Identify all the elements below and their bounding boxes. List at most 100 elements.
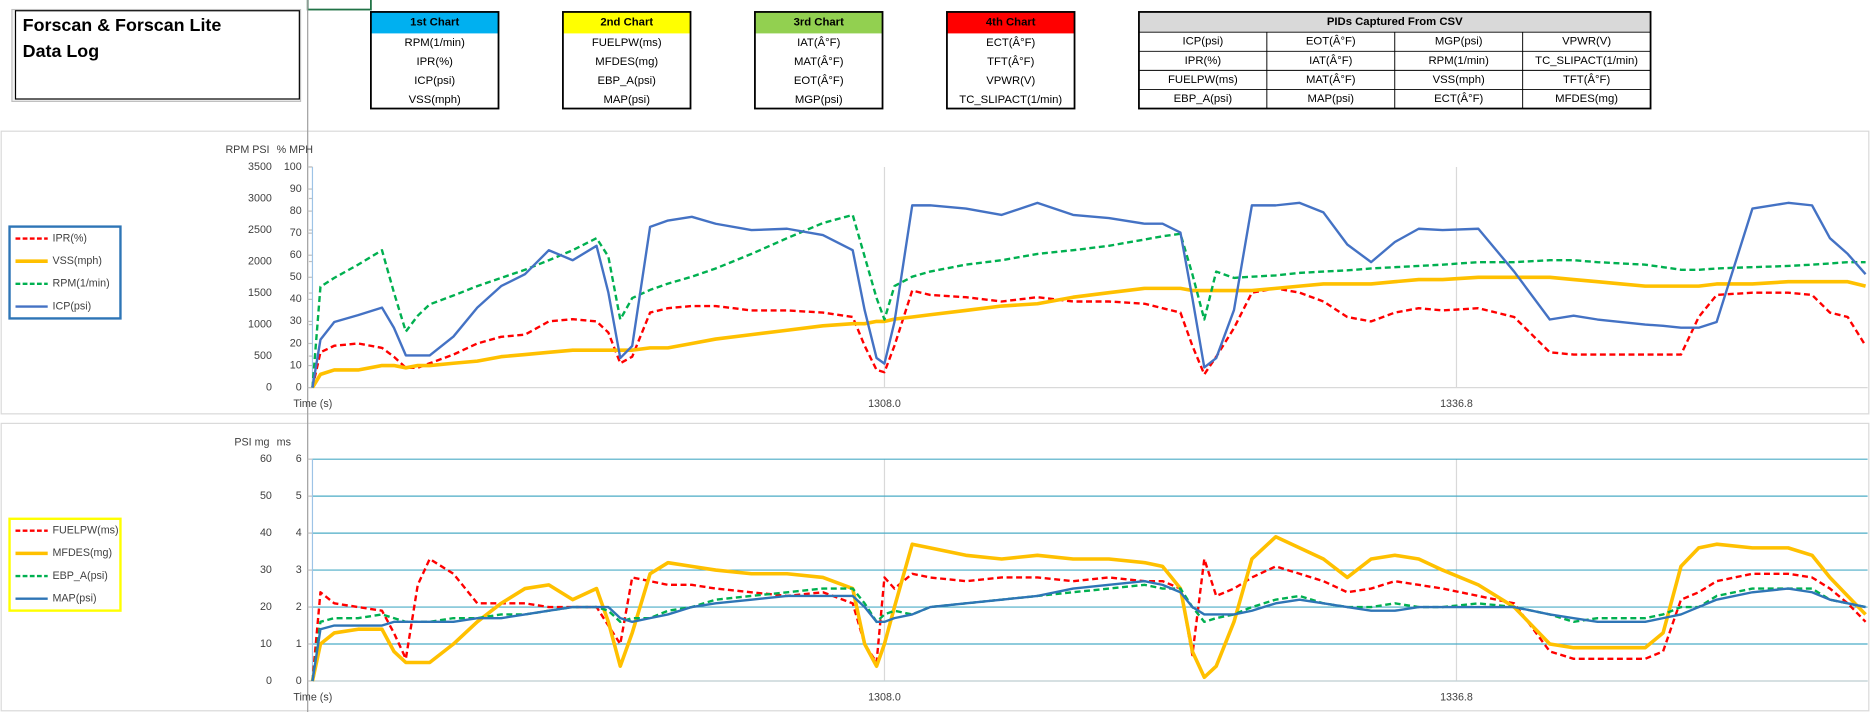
legend-label: RPM(1/min) xyxy=(52,278,109,290)
y2-tick-label: 3 xyxy=(296,564,302,576)
pid-cell: VSS(mph) xyxy=(1433,74,1485,86)
chart-area xyxy=(0,130,1870,415)
x-axis-title: Time (s) xyxy=(293,398,332,410)
box-item: RPM(1/min) xyxy=(405,37,466,49)
legend-label: FUELPW(ms) xyxy=(52,525,118,537)
y-tick-label: 60 xyxy=(260,453,272,465)
y2-axis-title: % MPH xyxy=(277,144,313,156)
legend-label: VSS(mph) xyxy=(52,255,101,267)
y-tick-label: 2500 xyxy=(248,224,272,236)
y2-tick-label: 90 xyxy=(290,183,302,195)
pid-cell: EOT(Â°F) xyxy=(1306,35,1356,48)
y2-tick-label: 5 xyxy=(296,490,302,502)
pid-header xyxy=(1138,11,1651,33)
box-item: EBP_A(psi) xyxy=(597,75,656,87)
box-border xyxy=(754,11,884,110)
y2-axis-title: ms xyxy=(277,436,291,448)
x-axis-title: Time (s) xyxy=(293,692,332,704)
pid-cell: MFDES(mg) xyxy=(1555,93,1618,105)
y2-tick-label: 80 xyxy=(290,205,302,217)
legend-label: ICP(psi) xyxy=(52,300,91,312)
pid-cell: TFT(Â°F) xyxy=(1563,73,1610,86)
y-axis-title: PSI mg xyxy=(234,436,269,448)
header-tables: 1st Chart RPM(1/min) IPR(%) ICP(psi) VSS(mph… xyxy=(370,11,1652,110)
legend-box xyxy=(8,517,122,612)
y-tick-label: 2000 xyxy=(248,255,272,267)
y-tick-label: 1000 xyxy=(248,318,272,330)
box-item: TC_SLIPACT(1/min) xyxy=(959,94,1062,106)
box-border xyxy=(946,11,1076,110)
y2-tick-label: 70 xyxy=(290,227,302,239)
pid-cell: IAT(Â°F) xyxy=(1309,54,1353,67)
pid-cell: ECT(Â°F) xyxy=(1434,92,1483,105)
box-item: MFDES(mg) xyxy=(595,56,658,68)
x-tick-label: 1336.8 xyxy=(1440,398,1473,410)
box-border xyxy=(562,11,692,110)
series-line xyxy=(311,557,1867,682)
y-tick-label: 0 xyxy=(266,675,272,687)
x-tick-label: 1336.8 xyxy=(1440,692,1473,704)
box-title: 4th Chart xyxy=(986,17,1036,29)
y-tick-label: 20 xyxy=(260,601,272,613)
box-item: ECT(Â°F) xyxy=(986,36,1035,49)
pid-cell: MGP(psi) xyxy=(1435,36,1483,48)
title-line: Data Log xyxy=(23,41,99,61)
series-line xyxy=(311,201,1867,388)
box-header xyxy=(754,11,883,34)
box-title: 2nd Chart xyxy=(600,17,653,29)
y-tick-label: 10 xyxy=(260,638,272,650)
series-line xyxy=(311,287,1867,388)
pid-cell: RPM(1/min) xyxy=(1429,55,1490,67)
box-item: MAP(psi) xyxy=(603,94,650,106)
pid-cell: TC_SLIPACT(1/min) xyxy=(1535,55,1638,67)
box-item: MAT(Â°F) xyxy=(794,55,844,68)
y2-tick-label: 2 xyxy=(296,601,302,613)
pid-cell: IPR(%) xyxy=(1185,55,1222,67)
y2-tick-label: 60 xyxy=(290,249,302,261)
box-border xyxy=(370,11,500,110)
y-tick-label: 500 xyxy=(254,350,272,362)
pid-cell: VPWR(V) xyxy=(1562,36,1611,48)
box-item: EOT(Â°F) xyxy=(794,74,844,87)
y2-tick-label: 40 xyxy=(290,293,302,305)
box-item: TFT(Â°F) xyxy=(987,55,1034,68)
y-tick-label: 3000 xyxy=(248,192,272,204)
y-tick-label: 30 xyxy=(260,564,272,576)
title-line: Forscan & Forscan Lite xyxy=(23,15,222,35)
pid-border xyxy=(1138,11,1652,110)
box-item: ICP(psi) xyxy=(414,75,455,87)
y-tick-label: 40 xyxy=(260,527,272,539)
y-axis-title: RPM PSI xyxy=(225,144,269,156)
x-tick-label: 1308.0 xyxy=(868,398,901,410)
y2-tick-label: 6 xyxy=(296,453,302,465)
y-tick-label: 1500 xyxy=(248,287,272,299)
series-line xyxy=(310,275,1867,389)
series-line xyxy=(311,579,1866,682)
box-item: VSS(mph) xyxy=(409,94,461,106)
box-item: IPR(%) xyxy=(416,56,453,68)
y2-tick-label: 0 xyxy=(296,675,302,687)
pid-cell: FUELPW(ms) xyxy=(1168,74,1238,86)
box-title: 3rd Chart xyxy=(794,17,845,29)
box-title: 1st Chart xyxy=(410,17,459,29)
box-header xyxy=(370,11,499,34)
legend-label: MAP(psi) xyxy=(52,593,96,605)
legend-label: EBP_A(psi) xyxy=(52,570,107,582)
legend-box xyxy=(8,225,122,320)
pid-title: PIDs Captured From CSV xyxy=(1327,16,1463,28)
y-tick-label: 0 xyxy=(266,381,272,393)
pid-cell: EBP_A(psi) xyxy=(1174,93,1233,105)
legend-label: MFDES(mg) xyxy=(52,547,112,559)
y2-tick-label: 30 xyxy=(290,315,302,327)
series-line xyxy=(310,535,1867,682)
y2-tick-label: 50 xyxy=(290,271,302,283)
y2-tick-label: 0 xyxy=(296,381,302,393)
chart-area xyxy=(0,422,1870,712)
y2-tick-label: 10 xyxy=(290,359,302,371)
y2-tick-label: 1 xyxy=(296,638,302,650)
y-tick-label: 50 xyxy=(260,490,272,502)
pid-cell: MAT(Â°F) xyxy=(1306,73,1356,86)
title-box xyxy=(14,10,300,100)
